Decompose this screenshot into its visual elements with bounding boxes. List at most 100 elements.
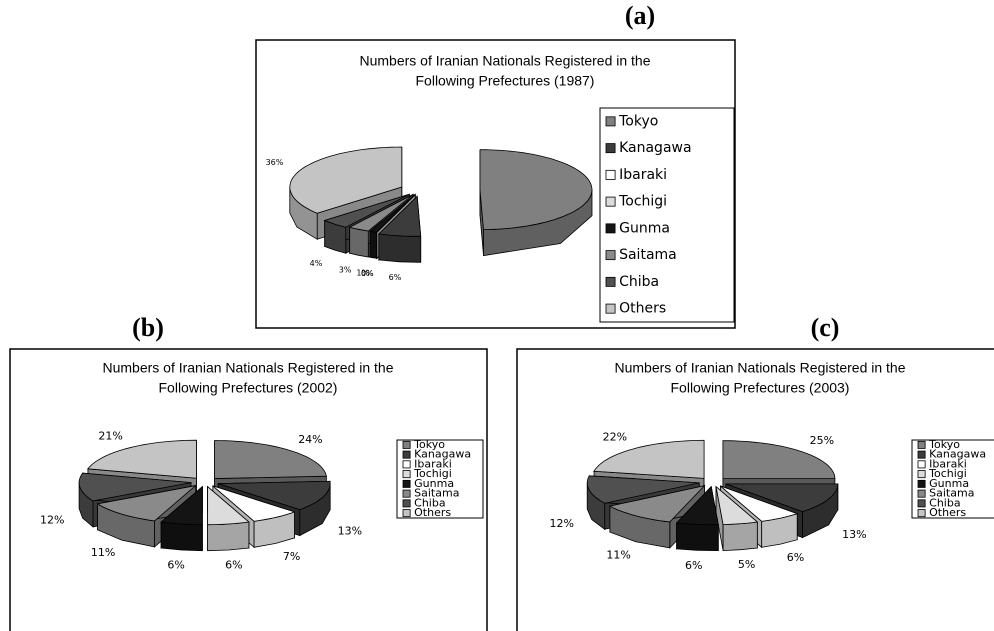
slice-edge: [378, 233, 422, 263]
legend-swatch: [605, 143, 616, 154]
legend-frame: [911, 439, 994, 519]
legend-label: Kanagawa: [929, 448, 986, 461]
chart-title: Numbers of Iranian Nationals Registered …: [614, 360, 905, 376]
pie-slice: [377, 195, 422, 263]
legend: TokyoKanagawaIbarakiTochigiGunmaSaitamaC…: [599, 107, 735, 323]
legend-label: Ibaraki: [929, 457, 967, 470]
legend-label: Saitama: [929, 487, 974, 500]
slice-top: [348, 194, 414, 232]
chart-panel: (c) Numbers of Iranian Nationals Register…: [516, 313, 994, 631]
legend-label: Chiba: [619, 274, 659, 290]
value-label: 21%: [98, 430, 122, 443]
panel-label: (c): [811, 313, 840, 342]
legend-swatch: [917, 509, 926, 518]
legend-label: Chiba: [929, 496, 960, 509]
slice-top: [715, 485, 758, 526]
pie-slice: [479, 149, 593, 257]
legend-swatch: [402, 509, 411, 518]
value-label: 3%: [339, 266, 352, 275]
value-label: 11%: [91, 546, 115, 559]
chart-title: Numbers of Iranian Nationals Registered …: [359, 53, 650, 69]
pie-slice: [160, 485, 204, 552]
panel-label: (a): [625, 1, 655, 30]
legend-frame: [396, 439, 484, 519]
slice-top: [586, 475, 700, 505]
legend-swatch: [917, 499, 926, 508]
legend-label: Chiba: [414, 496, 445, 509]
chart-title: Numbers of Iranian Nationals Registered …: [102, 360, 393, 376]
legend-swatch: [402, 489, 411, 498]
legend-label: Tochigi: [928, 467, 967, 480]
legend-label: Gunma: [619, 220, 670, 236]
slice-edge: [207, 521, 250, 552]
legend-swatch: [605, 169, 616, 180]
value-label: 22%: [603, 431, 627, 444]
legend-label: Saitama: [414, 487, 459, 500]
slice-top: [479, 149, 593, 231]
legend-swatch: [402, 470, 411, 479]
slice-top: [592, 439, 705, 479]
chart-panel: (b) Numbers of Iranian Nationals Register…: [9, 313, 488, 631]
legend-swatch: [917, 440, 926, 449]
pie-slice: [207, 485, 250, 552]
legend-swatch: [402, 499, 411, 508]
legend: TokyoKanagawaIbarakiTochigiGunmaSaitamaC…: [911, 438, 994, 519]
legend-label: Ibaraki: [619, 167, 667, 183]
legend-swatch: [917, 450, 926, 459]
slice-top: [78, 472, 192, 502]
slice-edge: [722, 521, 758, 552]
legend-swatch: [605, 276, 616, 287]
legend-label: Tokyo: [413, 438, 445, 451]
value-label: 5%: [738, 558, 755, 571]
legend-label: Tochigi: [413, 467, 452, 480]
legend-label: Gunma: [929, 477, 969, 490]
value-label: 13%: [338, 525, 362, 538]
slice-top: [160, 485, 204, 526]
legend-swatch: [917, 489, 926, 498]
value-label: 6%: [225, 558, 242, 571]
legend-label: Saitama: [619, 247, 677, 263]
value-label: 1%: [356, 269, 369, 278]
value-label: 6%: [167, 558, 184, 571]
legend-swatch: [605, 196, 616, 207]
chart-panel: (a) Numbers of Iranian Nationals Register…: [255, 1, 736, 329]
value-label: 0%: [361, 269, 374, 278]
legend-label: Ibaraki: [414, 457, 452, 470]
value-label: 6%: [389, 273, 402, 282]
slice-edge: [349, 226, 369, 258]
slice-top: [289, 146, 403, 214]
slice-top: [214, 440, 327, 479]
legend-label: Tochigi: [618, 194, 667, 210]
chart-title: Following Prefectures (1987): [416, 73, 595, 89]
chart-title: Following Prefectures (2002): [159, 380, 338, 396]
legend-swatch: [605, 223, 616, 234]
slice-top: [377, 195, 422, 237]
slice-top: [218, 480, 331, 511]
slice-top: [86, 439, 197, 479]
legend-label: Gunma: [414, 477, 454, 490]
legend-swatch: [605, 116, 616, 127]
pie-slice: [675, 485, 720, 552]
legend-label: Kanagawa: [619, 140, 691, 156]
value-label: 4%: [310, 259, 323, 268]
legend-swatch: [917, 460, 926, 469]
slice-top: [720, 485, 798, 522]
panel-label: (b): [132, 313, 164, 342]
legend-label: Tokyo: [928, 438, 960, 451]
slice-top: [376, 194, 416, 233]
slice-top: [722, 440, 836, 480]
value-label: 6%: [787, 551, 804, 564]
legend-label: Kanagawa: [414, 448, 471, 461]
legend-swatch: [917, 479, 926, 488]
value-label: 11%: [606, 548, 630, 561]
legend-label: Others: [414, 506, 451, 519]
slice-top: [96, 484, 198, 522]
legend-swatch: [402, 440, 411, 449]
legend: TokyoKanagawaIbarakiTochigiGunmaSaitamaC…: [396, 438, 484, 519]
value-label: 12%: [40, 514, 64, 527]
legend-swatch: [402, 479, 411, 488]
slice-top: [212, 485, 296, 522]
value-label: 0%: [361, 269, 374, 278]
value-label: 25%: [810, 434, 834, 447]
